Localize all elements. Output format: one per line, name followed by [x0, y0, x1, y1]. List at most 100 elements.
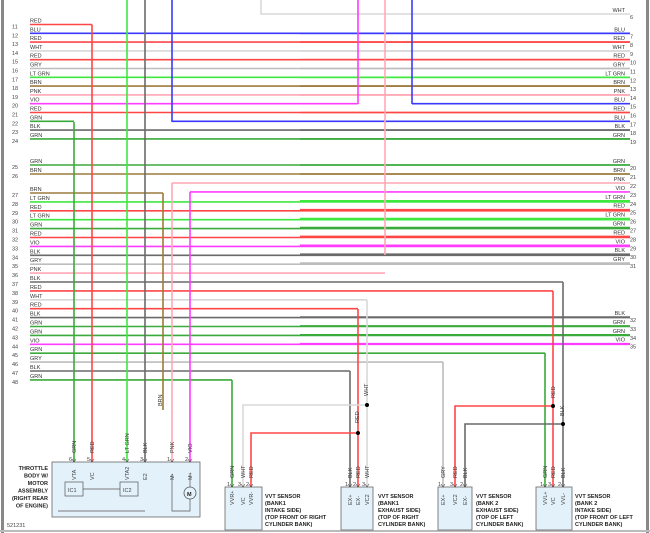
- pin-name: E2: [143, 473, 149, 480]
- pin-wire-color: RED: [249, 466, 255, 478]
- pin-name: VVL-: [561, 493, 567, 505]
- pin-wire-color: GRN: [72, 441, 78, 453]
- left-border: [1, 0, 4, 533]
- right-wire-color-label: RED: [613, 204, 625, 210]
- left-pin-number: 32: [12, 238, 18, 244]
- right-wire-color-label: BLK: [615, 311, 626, 317]
- bank2_intake-box: [535, 486, 573, 531]
- connector-terminal-icon: [347, 483, 353, 488]
- right-pin-number: 33: [630, 327, 636, 333]
- left-wire-color-label: GRN: [30, 133, 42, 139]
- pin-name: VVR-: [249, 492, 255, 505]
- left-pin-number: 38: [12, 291, 18, 297]
- connector-terminal-icon: [560, 483, 566, 488]
- left-wire-color-label: VIO: [30, 240, 40, 246]
- left-wire-color-label: GRN: [30, 374, 42, 380]
- right-wire-color-label: BLK: [615, 124, 626, 130]
- pin-wire-color: BLK: [348, 467, 354, 478]
- pin-wire-color: RED: [453, 466, 459, 478]
- wire-branch-red: [250, 432, 358, 487]
- right-wire-color-label: PNK: [614, 177, 626, 183]
- red-wire-label: RED: [355, 411, 361, 423]
- right-pin-number: 30: [630, 255, 636, 261]
- left-pin-number: 35: [12, 264, 18, 270]
- left-pin-number: 36: [12, 273, 18, 279]
- wires: [30, 0, 630, 487]
- component-label-line: (BANK1: [265, 501, 286, 507]
- splice-dot: [365, 403, 369, 407]
- left-pin-number: 39: [12, 300, 18, 306]
- left-pin-number: 48: [12, 380, 18, 386]
- right-pin-number: 34: [630, 336, 636, 342]
- component-label-line: INTAKE SIDE): [265, 508, 301, 514]
- pin-wire-color: VIO: [188, 443, 194, 453]
- connector-terminal-icon: [542, 483, 548, 488]
- pin-number: 1: [227, 482, 230, 488]
- wire-branch-blk: [464, 423, 563, 487]
- left-wire-color-label: WHT: [30, 45, 43, 51]
- left-pin-number: 40: [12, 309, 18, 315]
- left-wire-color-label: VIO: [30, 338, 40, 344]
- right-pin-number: 8: [630, 43, 633, 49]
- pin-name: VTA2: [125, 467, 131, 480]
- right-wire-color-label: RED: [613, 230, 625, 236]
- left-pin-number: 41: [12, 318, 18, 324]
- component-label-line: (TOP FRONT OF LEFT: [575, 515, 633, 521]
- left-wire-color-label: LT GRN: [30, 196, 50, 202]
- left-pin-number: 20: [12, 104, 18, 110]
- red-wire-label-2: RED: [551, 386, 557, 398]
- pin-number: 3: [140, 457, 143, 463]
- left-pin-number: 17: [12, 77, 18, 83]
- left-pin-number: 22: [12, 121, 18, 127]
- left-wire-color-label: WHT: [30, 294, 43, 300]
- right-pin-number: 14: [630, 96, 636, 102]
- right-wire-color-label: RED: [613, 54, 625, 60]
- connector-terminal-icon: [71, 458, 77, 463]
- right-pin-number: 31: [630, 264, 636, 270]
- pin-wire-color: GRN: [230, 466, 236, 478]
- left-wire-color-label: RED: [30, 54, 42, 60]
- component-label-line: CYLINDER BANK): [476, 522, 524, 528]
- right-wire-color-label: RED: [613, 107, 625, 113]
- splice-dot: [356, 431, 360, 435]
- component-label-line: INTAKE SIDE): [575, 508, 611, 514]
- right-pin-number: 35: [630, 345, 636, 351]
- bank1_intake-box: [224, 486, 263, 531]
- right-wire-color-label: RED: [613, 36, 625, 42]
- connector-terminal-icon: [142, 458, 148, 463]
- component-label-line: ASSEMBLY: [18, 489, 48, 495]
- component-label-line: (BANK 2: [476, 501, 498, 507]
- pin-wire-color: LT GRN: [125, 433, 131, 453]
- component-label-line: VVT SENSOR: [378, 494, 413, 500]
- right-pin-number: 24: [630, 202, 636, 208]
- right-wire-color-label: BLU: [614, 98, 625, 104]
- right-wire-color-label: WHT: [612, 8, 625, 14]
- left-wire-color-label: GRN: [30, 223, 42, 229]
- pin-number: 1: [345, 482, 348, 488]
- left-wire-color-label: BLU: [30, 27, 41, 33]
- left-pin-number: 42: [12, 327, 18, 333]
- left-pin-number: 18: [12, 86, 18, 92]
- left-wire-color-label: PNK: [30, 89, 42, 95]
- component-label-line: BODY W/: [24, 474, 49, 480]
- pin-number: 6: [69, 457, 72, 463]
- row-labels: 11 RED 12 BLU 13 RED 14 WHT 15 RED 16 GRY 17 LT GRN 18…: [12, 8, 636, 386]
- connector-terminal-icon: [452, 483, 458, 488]
- pin-name: VC: [90, 472, 96, 480]
- pin-wire-color: GRN: [543, 466, 549, 478]
- component-label-line: CYLINDER BANK): [575, 522, 623, 528]
- left-pin-number: 30: [12, 220, 18, 226]
- left-pin-number: 47: [12, 371, 18, 377]
- component-label-line: (TOP OF RIGHT: [378, 515, 419, 521]
- connector-terminal-icon: [364, 483, 370, 488]
- right-pin-number: 27: [630, 229, 636, 235]
- right-wire-color-label: LT GRN: [605, 195, 625, 201]
- component-label-line: VVT SENSOR: [575, 494, 610, 500]
- pin-name: VVL+: [543, 491, 549, 505]
- connector-terminal-icon: [169, 458, 175, 463]
- component-label-line: MOTOR: [28, 481, 48, 487]
- right-pin-number: 16: [630, 114, 636, 120]
- pin-number: 3: [362, 482, 365, 488]
